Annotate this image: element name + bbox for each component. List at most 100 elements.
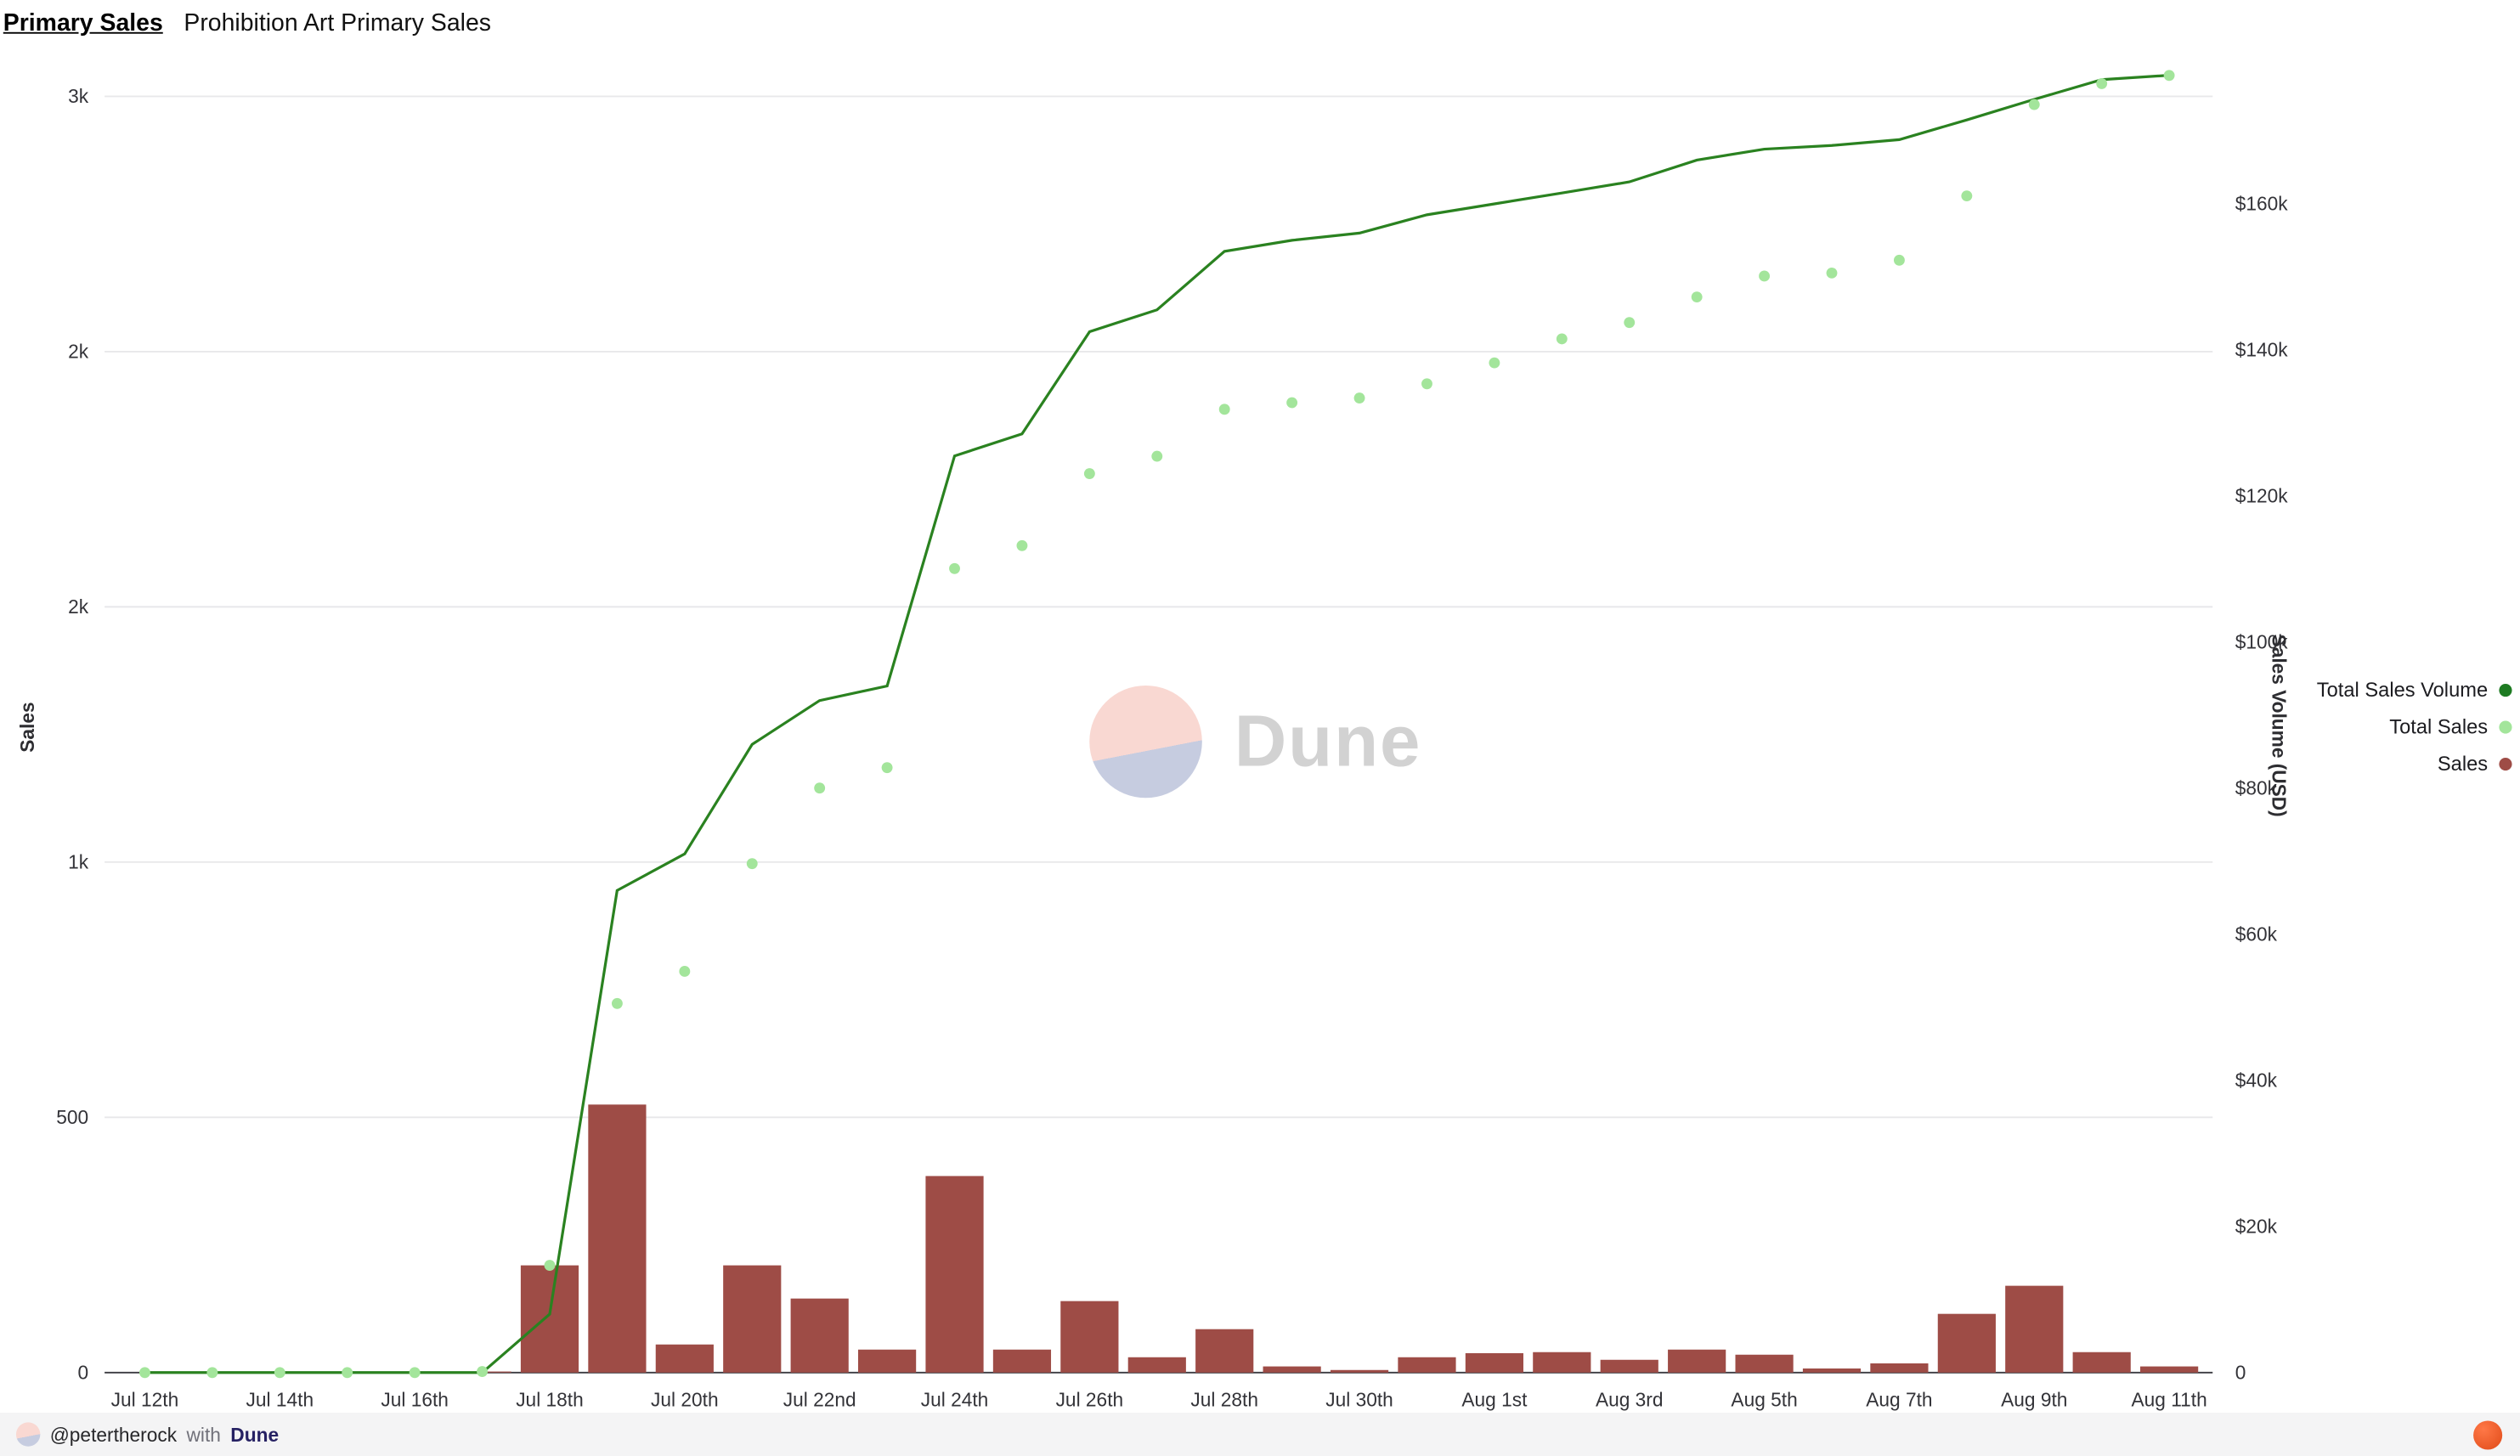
left-axis-tick-label: 2k [68,340,89,362]
x-axis-tick-label: Jul 14th [246,1388,314,1410]
total-sales-dot [679,966,691,977]
legend-label: Sales [2437,753,2489,776]
sales-bar [723,1265,782,1373]
total-sales-dot [814,782,826,794]
sales-bar [1600,1359,1658,1373]
sales-bar [1802,1368,1862,1373]
sales-bar [1668,1349,1726,1373]
sales-bar [1330,1369,1389,1373]
right-axis-tick-label: $80k [2235,776,2278,799]
sales-bar [2005,1285,2064,1373]
with-text: with [186,1423,221,1446]
chat-widget-icon[interactable] [2473,1420,2503,1450]
author-link[interactable]: @petertherock [49,1423,178,1446]
sales-bar [1735,1354,1794,1373]
x-axis-tick-label: Jul 22nd [783,1388,856,1410]
total-sales-dot [1353,392,1365,404]
sales-bar [1398,1357,1456,1373]
legend-dot-icon [2499,720,2512,734]
right-axis-tick-label: $160k [2235,193,2289,215]
x-axis-tick-label: Aug 9th [2001,1388,2067,1410]
x-axis-tick-label: Jul 28th [1190,1388,1258,1410]
query-title-link[interactable]: Primary Sales [3,9,163,37]
legend-label: Total Sales Volume [2316,679,2489,702]
total-sales-dot [1556,333,1568,345]
total-sales-dot [949,562,960,574]
sales-bar [588,1104,647,1373]
total-sales-dot [1691,291,1703,303]
sales-bar [2072,1352,2131,1373]
right-axis-tick-label: $20k [2235,1215,2278,1237]
x-axis-tick-label: Jul 24th [921,1388,989,1410]
sales-bar [992,1349,1052,1373]
legend-item-sales[interactable]: Sales [2317,753,2512,776]
total-sales-dot [544,1260,556,1272]
total-sales-volume-line [144,74,2170,1374]
x-axis-tick-label: Jul 16th [381,1388,449,1410]
total-sales-dot [1286,397,1298,409]
chart-header: Primary Sales Prohibition Art Primary Sa… [3,9,491,37]
right-axis-tick-label: 0 [2235,1361,2246,1383]
dune-logo-small-icon [15,1422,41,1447]
sales-bar [858,1349,917,1373]
sales-bar [1127,1357,1186,1373]
total-sales-dot [1151,450,1163,462]
x-axis-tick-label: Jul 18th [516,1388,584,1410]
sales-bar [1870,1363,1929,1373]
total-sales-dot [139,1367,150,1379]
right-axis-tick-label: $40k [2235,1069,2278,1091]
total-sales-dot [1961,190,1973,202]
attribution-footer: @petertherock with Dune [0,1413,2520,1456]
total-sales-dot [342,1367,353,1379]
sales-bar [790,1298,849,1373]
total-sales-dot [477,1366,489,1378]
right-axis-title: Sales Volume (USD) [2267,634,2291,817]
x-axis-tick-label: Jul 12th [111,1388,179,1410]
left-axis-tick-label: 1k [68,850,89,872]
sales-bar [2140,1366,2199,1373]
dune-link[interactable]: Dune [230,1423,280,1446]
x-axis-tick-label: Aug 5th [1731,1388,1797,1410]
x-axis-tick-label: Jul 30th [1325,1388,1393,1410]
total-sales-dot [1624,317,1636,329]
x-axis-tick-label: Aug 7th [1866,1388,1932,1410]
total-sales-dot [1083,468,1095,479]
sales-bar [520,1265,579,1373]
left-axis-tick-label: 0 [78,1361,89,1383]
total-sales-dot [1489,357,1500,369]
legend-dot-icon [2499,684,2512,697]
right-axis-tick-label: $60k [2235,923,2278,945]
right-axis-tick-label: $120k [2235,485,2289,507]
total-sales-dot [611,997,623,1009]
sales-bar [1533,1352,1591,1373]
sales-bar [1263,1366,1321,1373]
left-axis-tick-label: 3k [68,85,89,107]
total-sales-dot [2096,78,2108,89]
total-sales-dot [1759,270,1771,282]
legend-dot-icon [2499,757,2512,771]
sales-bar [655,1344,714,1373]
x-axis-tick-label: Aug 11th [2131,1388,2206,1410]
x-axis-tick-label: Aug 1st [1461,1388,1528,1410]
total-sales-dot [1218,404,1230,415]
sales-bar [925,1176,984,1373]
left-axis-title: Sales [15,702,39,753]
total-sales-dot [274,1367,285,1379]
legend: Total Sales Volume Total Sales Sales [2316,679,2512,776]
total-sales-dot [1826,267,1838,279]
legend-item-total-sales-volume[interactable]: Total Sales Volume [2316,679,2512,702]
left-axis-tick-label: 500 [56,1106,88,1128]
x-axis-tick-label: Aug 3rd [1596,1388,1664,1410]
sales-bar [1195,1329,1254,1373]
x-axis-tick-label: Jul 20th [651,1388,719,1410]
right-axis-tick-label: $140k [2235,339,2289,361]
total-sales-dot [746,858,758,870]
legend-item-total-sales[interactable]: Total Sales [2317,716,2512,738]
total-sales-dot [881,762,893,774]
total-sales-dot [1421,378,1432,390]
total-sales-dot [206,1367,218,1379]
total-sales-dot [2028,99,2040,110]
legend-label: Total Sales [2389,715,2489,739]
